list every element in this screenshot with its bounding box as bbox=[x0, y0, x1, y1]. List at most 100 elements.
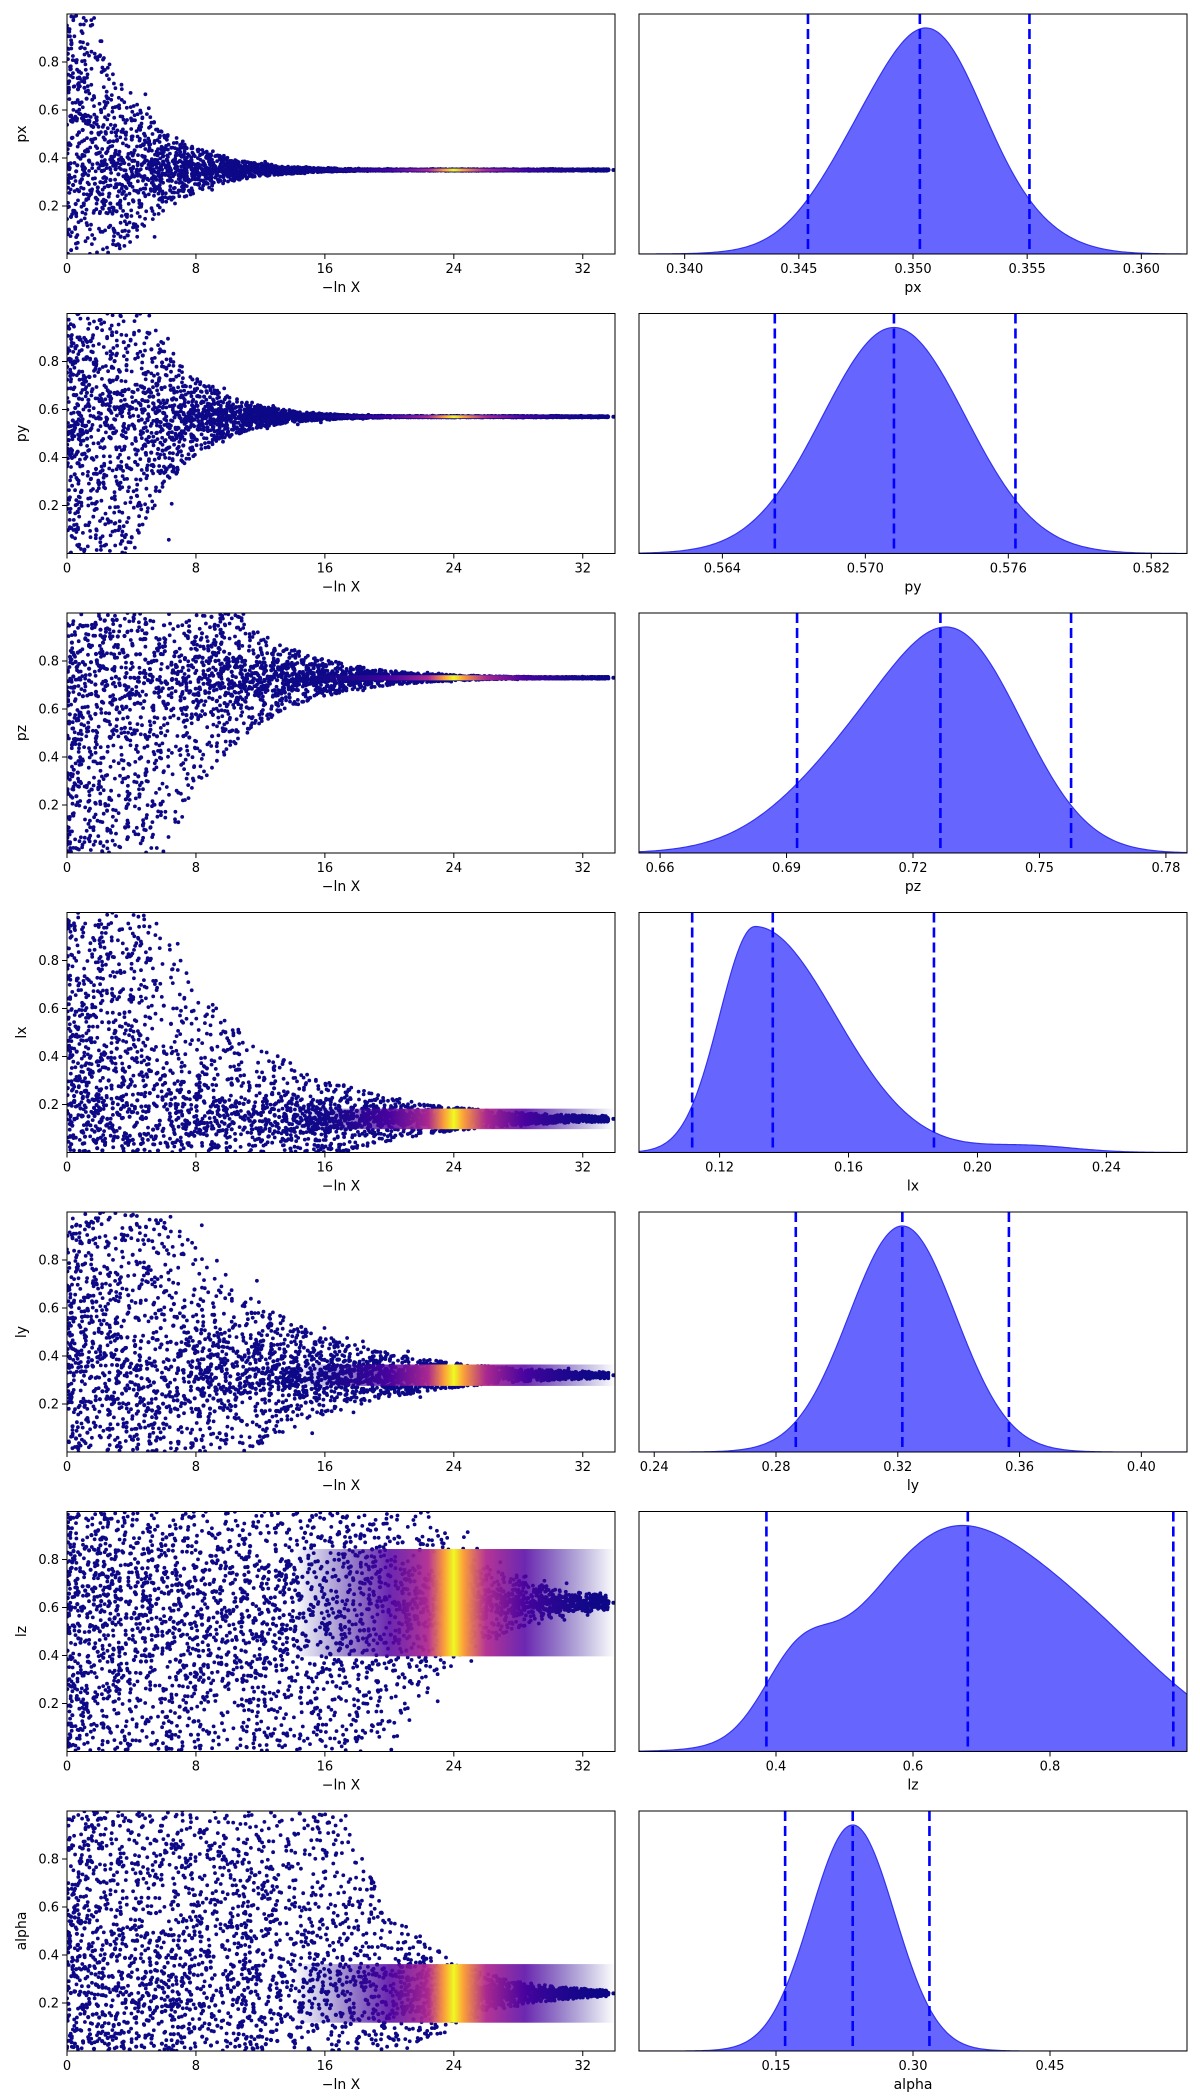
trace-points bbox=[67, 14, 615, 254]
trace-point bbox=[116, 455, 120, 460]
trace-point bbox=[69, 248, 73, 253]
trace-point bbox=[201, 183, 206, 188]
trace-point bbox=[87, 169, 91, 173]
trace-point bbox=[140, 522, 145, 527]
trace-point bbox=[159, 144, 164, 149]
trace-point bbox=[125, 233, 130, 238]
trace-point bbox=[117, 200, 122, 205]
trace-panel-py: 0 8 16 24 320.20.40.60.8−ln Xpy bbox=[14, 313, 616, 596]
trace-point bbox=[154, 127, 158, 132]
trace-point bbox=[101, 162, 106, 167]
trace-point bbox=[125, 174, 130, 179]
trace-point bbox=[93, 169, 98, 174]
trace-point bbox=[114, 209, 119, 214]
trace-point bbox=[163, 171, 168, 176]
trace-point bbox=[99, 544, 103, 548]
trace-point bbox=[144, 182, 148, 187]
trace-point bbox=[154, 165, 159, 170]
trace-point bbox=[107, 62, 112, 67]
trace-point bbox=[106, 520, 111, 525]
trace-point bbox=[118, 234, 123, 239]
trace-point bbox=[122, 244, 127, 248]
trace-point bbox=[127, 182, 132, 188]
trace-point bbox=[83, 89, 88, 94]
trace-point bbox=[96, 124, 101, 129]
trace-point bbox=[105, 126, 110, 131]
trace-point bbox=[77, 141, 82, 146]
trace-point bbox=[130, 153, 135, 158]
trace-point bbox=[77, 81, 81, 85]
trace-point bbox=[144, 166, 149, 171]
trace-point bbox=[112, 234, 116, 239]
trace-point bbox=[117, 509, 122, 514]
trace-point bbox=[226, 179, 230, 184]
trace-point bbox=[106, 184, 111, 189]
trace-point bbox=[158, 196, 163, 201]
trace-point bbox=[204, 421, 209, 426]
trace-point bbox=[191, 397, 196, 402]
trace-point bbox=[76, 198, 80, 203]
trace-point bbox=[114, 445, 118, 450]
trace-point bbox=[100, 125, 105, 129]
trace-point bbox=[135, 494, 140, 498]
trace-point bbox=[142, 471, 146, 476]
trace-point bbox=[83, 212, 88, 216]
trace-point bbox=[210, 187, 215, 192]
trace-point bbox=[89, 222, 93, 227]
trace-point bbox=[123, 121, 128, 125]
trace-point bbox=[133, 356, 138, 361]
trace-point bbox=[192, 170, 197, 175]
trace-point bbox=[118, 220, 123, 225]
trace-point bbox=[67, 51, 70, 56]
trace-point bbox=[89, 393, 94, 398]
trace-point bbox=[129, 137, 134, 142]
trace-point bbox=[249, 166, 255, 171]
trace-point bbox=[125, 118, 129, 122]
trace-point bbox=[132, 545, 137, 550]
trace-point bbox=[145, 176, 150, 182]
trace-point bbox=[199, 447, 204, 451]
trace-point bbox=[79, 218, 83, 223]
trace-point bbox=[68, 322, 73, 327]
trace-point bbox=[138, 457, 143, 461]
trace-point bbox=[86, 173, 91, 178]
trace-point bbox=[104, 150, 109, 156]
trace-point bbox=[120, 485, 125, 490]
trace-point bbox=[124, 105, 129, 110]
x-tick-label: 0.350 bbox=[894, 262, 931, 277]
trace-point bbox=[111, 238, 116, 243]
trace-point bbox=[150, 132, 155, 136]
trace-point bbox=[86, 448, 90, 453]
trace-point bbox=[78, 442, 83, 447]
trace-point bbox=[122, 235, 127, 240]
trace-point bbox=[202, 150, 206, 155]
trace-point bbox=[115, 194, 120, 199]
trace-point bbox=[138, 127, 143, 132]
trace-point bbox=[100, 516, 105, 521]
trace-point bbox=[120, 529, 125, 534]
trace-point bbox=[163, 195, 168, 200]
trace-point bbox=[129, 208, 134, 213]
trace-point bbox=[135, 112, 140, 117]
trace-point bbox=[81, 201, 86, 206]
trace-point bbox=[111, 346, 116, 350]
trace-point bbox=[105, 65, 110, 70]
trace-point bbox=[138, 349, 143, 354]
trace-point bbox=[155, 153, 160, 158]
trace-point bbox=[177, 368, 182, 373]
trace-point bbox=[110, 496, 114, 500]
trace-point bbox=[84, 198, 89, 203]
trace-point bbox=[88, 115, 93, 119]
trace-point bbox=[123, 228, 127, 233]
trace-point bbox=[68, 114, 73, 119]
trace-point bbox=[177, 175, 182, 180]
trace-point bbox=[136, 153, 140, 158]
trace-point bbox=[117, 165, 122, 170]
trace-point bbox=[126, 162, 131, 167]
trace-point bbox=[111, 139, 116, 144]
trace-point bbox=[98, 229, 103, 234]
trace-point bbox=[130, 442, 135, 446]
trace-point bbox=[182, 142, 187, 147]
trace-point bbox=[131, 166, 136, 171]
trace-point bbox=[178, 389, 183, 393]
